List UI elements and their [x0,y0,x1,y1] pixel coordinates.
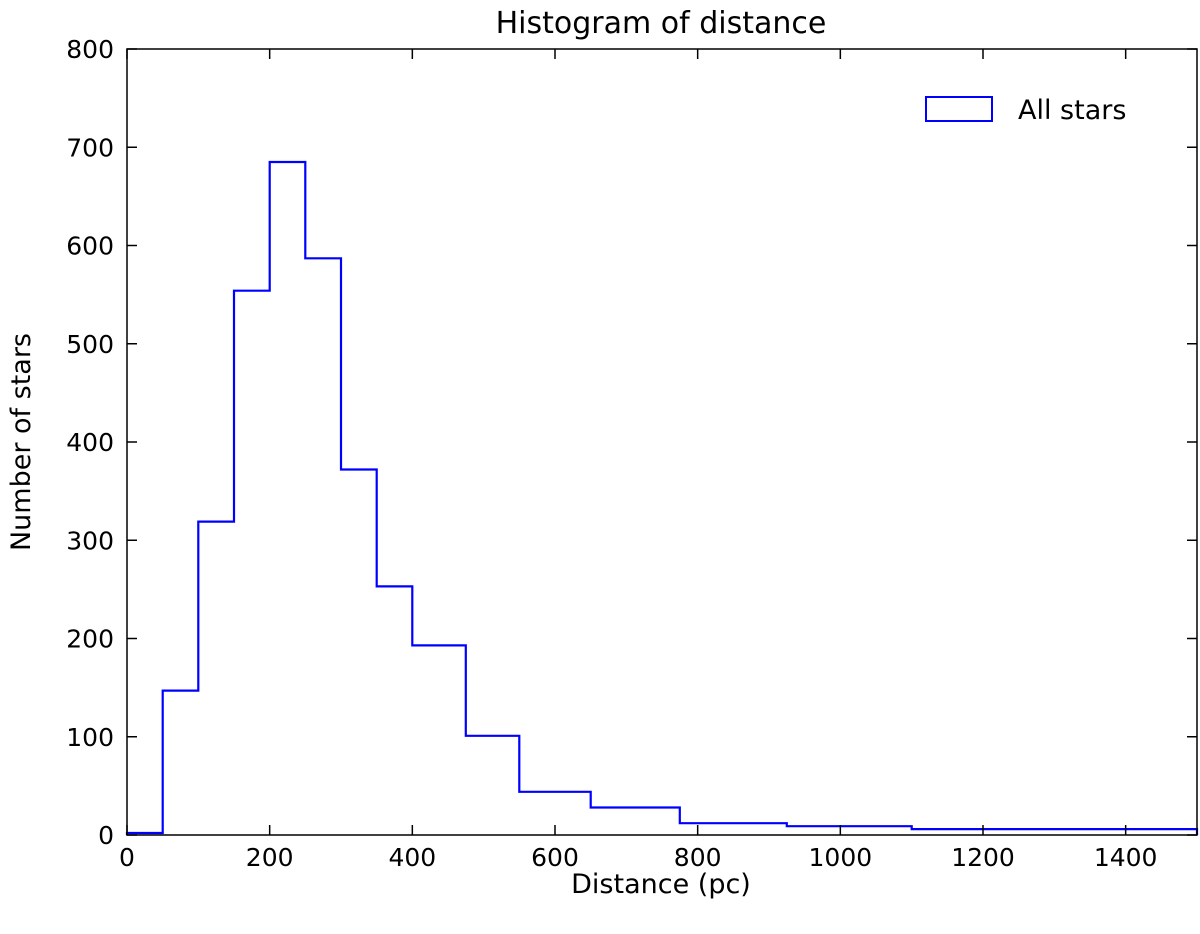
histogram-bin [341,470,377,836]
histogram-bin [412,645,466,835]
histogram-bin [680,823,787,835]
histogram-bin [591,808,680,836]
legend-label: All stars [1018,95,1126,126]
x-tick-label: 1200 [951,843,1015,872]
x-tick-label: 400 [388,843,436,872]
histogram-bin [198,522,234,835]
y-tick-label: 100 [66,723,114,752]
x-tick-label: 200 [246,843,294,872]
y-tick-label: 0 [98,821,114,850]
y-tick-label: 400 [66,428,114,457]
x-tick-label: 1400 [1094,843,1158,872]
y-tick-label: 700 [66,133,114,162]
y-tick-label: 800 [66,35,114,64]
histogram-bin [270,162,306,835]
y-tick-label: 200 [66,625,114,654]
y-tick-label: 500 [66,330,114,359]
x-tick-label: 600 [531,843,579,872]
histogram-bin [787,826,912,835]
legend-swatch [925,96,993,122]
x-tick-label: 1000 [809,843,873,872]
x-tick-label: 0 [119,843,135,872]
histogram-bin [163,691,199,835]
legend: All stars [925,95,1126,126]
histogram-bin [377,586,413,835]
y-tick-label: 300 [66,526,114,555]
histogram-bin [305,258,341,835]
y-tick-label: 600 [66,232,114,261]
histogram-bin [234,291,270,835]
x-tick-label: 800 [674,843,722,872]
histogram-bin [466,736,520,835]
plot-area [125,160,1199,836]
chart-title: Histogram of distance [496,6,827,41]
y-axis: 0 100 200 300 400 500 600 700 800 [66,35,1197,850]
axes-frame [126,48,1198,836]
y-axis-title: Number of stars [6,333,37,551]
x-axis: 0 200 400 600 800 1000 1200 1400 [119,49,1157,872]
histogram-step-outline [125,160,1199,835]
x-axis-title: Distance (pc) [571,869,751,900]
